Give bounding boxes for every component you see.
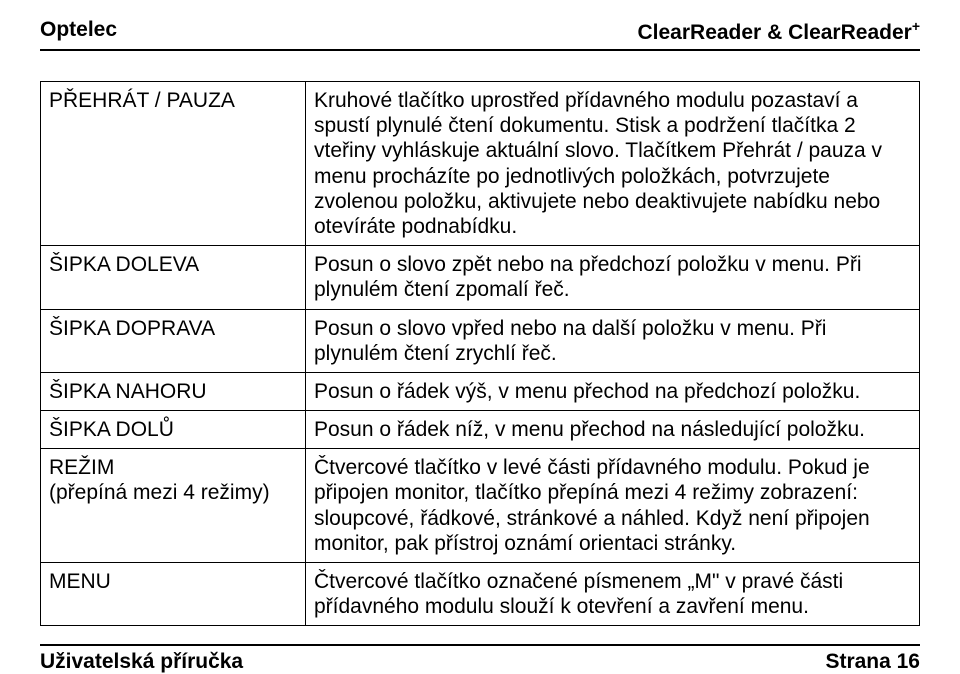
desc-cell: Posun o slovo vpřed nebo na další položk… bbox=[306, 309, 920, 372]
footer-title: Uživatelská příručka bbox=[40, 650, 243, 674]
page-footer: Uživatelská příručka Strana 16 bbox=[40, 644, 920, 674]
page: Optelec ClearReader & ClearReader+ PŘEHR… bbox=[0, 0, 960, 672]
term-cell: ŠIPKA DOLEVA bbox=[41, 246, 306, 309]
term-cell: ŠIPKA DOPRAVA bbox=[41, 309, 306, 372]
table-row: ŠIPKA NAHORU Posun o řádek výš, v menu p… bbox=[41, 372, 920, 410]
term-cell: REŽIM (přepíná mezi 4 režimy) bbox=[41, 449, 306, 563]
term-cell: MENU bbox=[41, 563, 306, 626]
term-cell: ŠIPKA DOLŮ bbox=[41, 411, 306, 449]
term-cell: PŘEHRÁT / PAUZA bbox=[41, 82, 306, 246]
desc-cell: Kruhové tlačítko uprostřed přídavného mo… bbox=[306, 82, 920, 246]
page-header: Optelec ClearReader & ClearReader+ bbox=[40, 18, 920, 51]
term-cell: ŠIPKA NAHORU bbox=[41, 372, 306, 410]
desc-cell: Posun o řádek níž, v menu přechod na nás… bbox=[306, 411, 920, 449]
table-row: ŠIPKA DOLŮ Posun o řádek níž, v menu pře… bbox=[41, 411, 920, 449]
table-row: ŠIPKA DOPRAVA Posun o slovo vpřed nebo n… bbox=[41, 309, 920, 372]
definitions-table: PŘEHRÁT / PAUZA Kruhové tlačítko uprostř… bbox=[40, 81, 920, 626]
desc-cell: Čtvercové tlačítko v levé části přídavné… bbox=[306, 449, 920, 563]
header-product-base: ClearReader & ClearReader bbox=[638, 21, 912, 44]
table-row: REŽIM (přepíná mezi 4 režimy) Čtvercové … bbox=[41, 449, 920, 563]
desc-cell: Posun o slovo zpět nebo na předchozí pol… bbox=[306, 246, 920, 309]
content-area: PŘEHRÁT / PAUZA Kruhové tlačítko uprostř… bbox=[40, 81, 920, 626]
table-row: ŠIPKA DOLEVA Posun o slovo zpět nebo na … bbox=[41, 246, 920, 309]
desc-cell: Posun o řádek výš, v menu přechod na pře… bbox=[306, 372, 920, 410]
header-product-sup: + bbox=[912, 18, 920, 34]
desc-cell: Čtvercové tlačítko označené písmenem „M"… bbox=[306, 563, 920, 626]
table-row: MENU Čtvercové tlačítko označené písmene… bbox=[41, 563, 920, 626]
header-brand: Optelec bbox=[40, 18, 117, 45]
table-row: PŘEHRÁT / PAUZA Kruhové tlačítko uprostř… bbox=[41, 82, 920, 246]
footer-page-number: Strana 16 bbox=[825, 650, 920, 674]
header-product: ClearReader & ClearReader+ bbox=[638, 18, 921, 45]
